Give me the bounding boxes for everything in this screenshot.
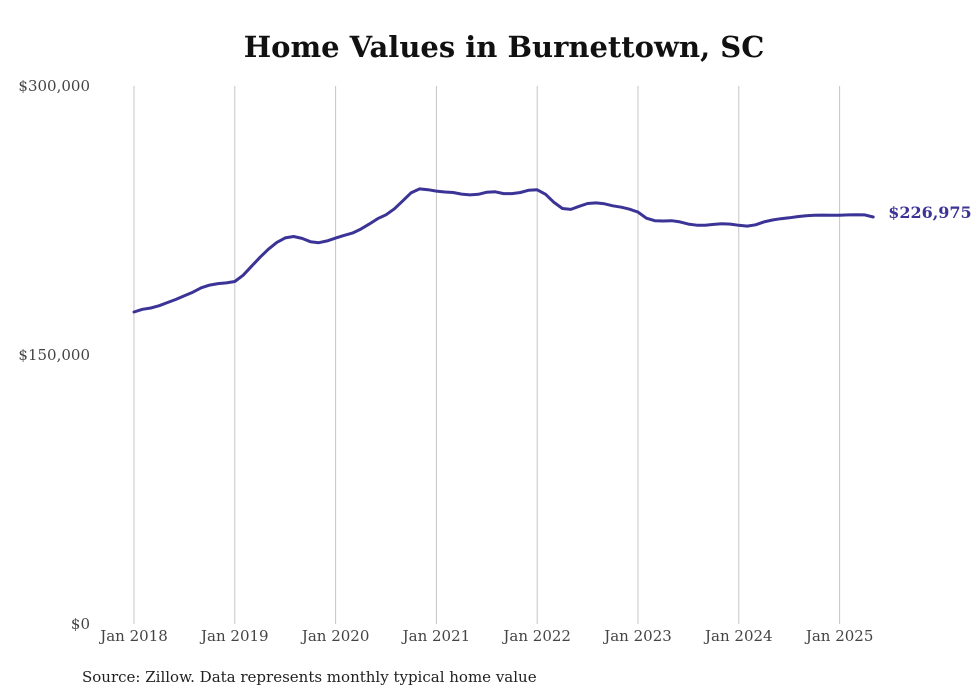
x-tick-label: Jan 2021 [401,627,471,645]
end-value-label: $226,975 [888,203,972,222]
x-tick-label: Jan 2019 [199,627,269,645]
y-tick-label: $300,000 [18,77,90,95]
x-tick-label: Jan 2022 [501,627,571,645]
series-layer: $226,975 [132,187,972,314]
x-tick-label: Jan 2024 [703,627,773,645]
x-tick-label: Jan 2018 [98,627,168,645]
series-line [132,187,875,314]
y-tick-label: $150,000 [18,346,90,364]
y-axis-ticks: $0 $150,000 $300,000 [18,77,90,633]
grid [133,86,841,624]
x-axis-ticks: Jan 2018 Jan 2019 Jan 2020 Jan 2021 Jan 2022… [98,627,873,645]
x-tick-label: Jan 2020 [300,627,370,645]
x-tick-label: Jan 2025 [804,627,874,645]
chart-title: Home Values in Burnettown, SC [243,30,765,64]
x-tick-label: Jan 2023 [602,627,672,645]
source-note: Source: Zillow. Data represents monthly … [82,668,537,686]
y-tick-label: $0 [71,615,90,633]
